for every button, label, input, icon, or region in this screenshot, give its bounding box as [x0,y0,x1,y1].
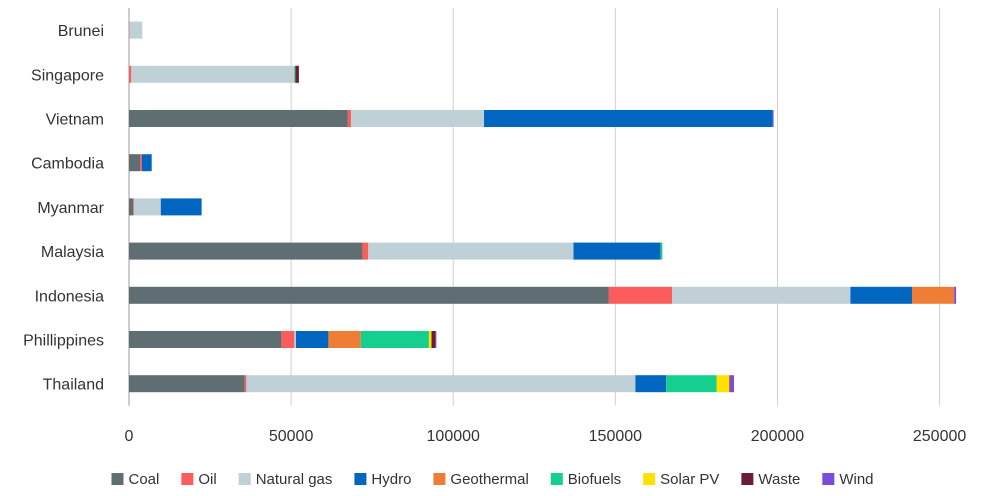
bar-thailand-solar-pv [716,375,730,393]
category-label-myanmar: Myanmar [37,200,104,217]
legend-label-coal: Coal [128,471,159,488]
x-tick-label: 50000 [269,428,314,445]
bar-phillippines-geothermal [328,331,361,348]
x-tick-labels: 0 50000 100000 150000 200000 250000 [125,428,967,445]
bar-myanmar-coal [129,198,134,216]
bar-singapore-oil [129,65,132,83]
bar-phillippines-oil [281,331,295,348]
bar-brunei-natural-gas [129,21,143,39]
category-label-thailand: Thailand [43,377,104,394]
category-labels: Brunei Singapore Vietnam Cambodia Myanmar Mal… [23,23,105,394]
x-tick-label: 250000 [913,428,966,445]
bar-indonesia-coal [129,286,609,304]
bar-group [129,21,957,393]
legend-label-natural-gas: Natural gas [256,471,333,488]
bar-indonesia-oil [608,286,673,304]
bar-indonesia-hydro [850,286,913,304]
legend-label-solar-pv: Solar PV [660,471,719,488]
legend-item-natural-gas: Natural gas [238,471,333,488]
bar-indonesia-geothermal [912,286,955,304]
bar-thailand-waste [729,375,731,393]
bar-phillippines-hydro [295,331,329,348]
legend-item-hydro: Hydro [354,471,411,488]
x-tick-label: 0 [125,428,134,445]
bar-phillippines-wind [435,331,437,348]
x-tick-label: 100000 [427,428,480,445]
bar-thailand-wind [730,375,735,393]
bar-singapore-natural-gas [131,65,295,83]
legend-label-geothermal: Geothermal [450,471,528,488]
bar-indonesia-natural-gas [672,286,851,304]
category-label-malaysia: Malaysia [41,244,104,261]
legend-item-biofuels: Biofuels [550,471,621,488]
bar-vietnam-wind [772,110,774,127]
bar-vietnam-coal [129,110,348,127]
bar-malaysia-natural-gas [368,242,574,260]
category-label-cambodia: Cambodia [31,156,104,173]
bar-thailand-biofuels [666,375,717,393]
bar-phillippines-waste [431,331,436,348]
legend-label-biofuels: Biofuels [568,471,621,488]
legend-label-waste: Waste [758,471,800,488]
bar-cambodia-oil [140,154,142,172]
bar-thailand-oil [244,375,247,393]
category-label-phillippines: Phillippines [23,333,104,350]
legend-item-solar-pv: Solar PV [643,471,719,488]
bar-thailand-natural-gas [246,375,636,393]
bar-vietnam-natural-gas [351,110,485,127]
legend-swatch-wind [822,473,835,485]
bar-cambodia-coal [129,154,141,172]
category-label-brunei: Brunei [58,23,104,40]
legend-item-waste: Waste [741,471,800,488]
legend-item-oil: Oil [181,471,217,488]
bar-phillippines-solar-pv [428,331,432,348]
legend-swatch-coal [111,473,124,485]
legend-swatch-biofuels [550,473,563,485]
legend-label-oil: Oil [198,471,216,488]
bar-malaysia-oil [362,242,369,260]
bar-phillippines-coal [129,331,282,348]
legend-swatch-oil [181,473,194,485]
bar-phillippines-biofuels [360,331,429,348]
bar-phillippines-natural-gas [294,331,296,348]
legend-item-coal: Coal [111,471,159,488]
bar-singapore-waste [295,65,299,83]
category-label-indonesia: Indonesia [35,288,104,305]
legend-label-wind: Wind [839,471,873,488]
legend-swatch-natural-gas [238,473,251,485]
bar-myanmar-hydro [160,198,202,216]
legend-item-wind: Wind [822,471,874,488]
bar-malaysia-hydro [573,242,661,260]
bar-malaysia-coal [129,242,363,260]
bar-vietnam-hydro [484,110,773,127]
bar-thailand-hydro [635,375,667,393]
x-tick-label: 150000 [589,428,642,445]
legend: Coal Oil Natural gas Hydro Geothermal Biofuel… [111,471,874,488]
bar-vietnam-oil [347,110,352,127]
category-label-vietnam: Vietnam [46,112,104,129]
category-label-singapore: Singapore [31,67,104,84]
legend-label-hydro: Hydro [371,471,411,488]
bar-cambodia-hydro [141,154,152,172]
legend-swatch-solar-pv [643,473,656,485]
legend-item-geothermal: Geothermal [433,471,529,488]
legend-swatch-waste [741,473,754,485]
bar-malaysia-biofuels [660,242,663,260]
bar-thailand-coal [129,375,245,393]
legend-swatch-geothermal [433,473,446,485]
bar-myanmar-natural-gas [133,198,161,216]
bar-myanmar-oil [133,198,135,216]
x-tick-label: 200000 [751,428,804,445]
bar-indonesia-wind [954,286,957,304]
bar-singapore-biofuels [294,65,296,83]
legend-swatch-hydro [354,473,367,485]
